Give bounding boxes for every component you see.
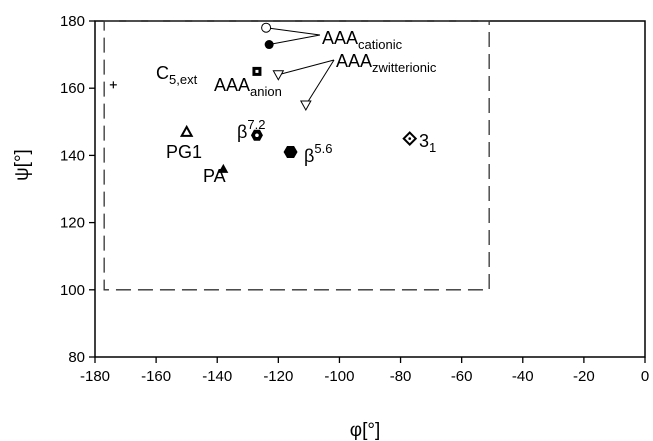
point-label-main: C bbox=[156, 63, 169, 83]
point-label-sup: 5.6 bbox=[314, 141, 332, 156]
data-point bbox=[218, 163, 229, 173]
y-tick-label: 80 bbox=[68, 349, 85, 366]
data-point bbox=[402, 131, 418, 147]
point-label: AAAanion bbox=[214, 75, 282, 99]
x-tick-label: -180 bbox=[80, 368, 110, 385]
hexagon-marker-dot bbox=[255, 133, 259, 138]
data-point bbox=[299, 100, 312, 112]
hexagon-marker bbox=[283, 146, 298, 159]
point-label: PG1 bbox=[166, 142, 202, 162]
circle-marker bbox=[264, 40, 274, 50]
point-label-sub: anion bbox=[250, 84, 282, 99]
open-circle-marker bbox=[261, 22, 272, 33]
point-label-main: β bbox=[304, 146, 314, 166]
y-tick-label: 160 bbox=[60, 80, 85, 97]
point-label-sub: cationic bbox=[358, 37, 403, 52]
x-tick-label: -120 bbox=[263, 368, 293, 385]
point-label-sub: zwitterionic bbox=[372, 60, 437, 75]
axis-ticks: -180 -160 -140 -120 -100 -80 -60 -40 -20 0 80 100 12… bbox=[60, 13, 649, 385]
data-point bbox=[252, 66, 262, 76]
point-label: C5,ext bbox=[156, 63, 198, 87]
y-tick-label: 120 bbox=[60, 215, 85, 232]
plot-area bbox=[94, 20, 646, 358]
point-label: β7.2 bbox=[237, 117, 265, 142]
x-tick-label: -140 bbox=[202, 368, 232, 385]
data-point bbox=[283, 146, 298, 159]
x-axis-label: φ[°] bbox=[350, 420, 380, 441]
point-label-sub: 1 bbox=[429, 140, 436, 155]
diamond-marker-dot bbox=[408, 137, 412, 140]
y-axis-label: ψ[°] bbox=[12, 149, 33, 181]
square-marker-dot bbox=[255, 69, 259, 73]
x-tick-label: 0 bbox=[641, 368, 649, 385]
point-label: AAAcationic bbox=[322, 28, 403, 52]
y-tick-label: 180 bbox=[60, 13, 85, 30]
data-point bbox=[264, 40, 274, 50]
point-label-main: PG1 bbox=[166, 142, 202, 162]
leader-line bbox=[278, 59, 335, 76]
x-tick-label: -60 bbox=[451, 368, 473, 385]
data-points bbox=[109, 22, 418, 173]
point-label-main: AAA bbox=[322, 28, 358, 48]
point-label-main: 3 bbox=[419, 131, 429, 151]
data-point bbox=[261, 22, 272, 33]
point-label: AAAzwitterionic bbox=[336, 51, 437, 75]
leader-line bbox=[305, 59, 335, 106]
data-point bbox=[179, 124, 194, 137]
point-label-main: AAA bbox=[336, 51, 372, 71]
open-triangle-marker bbox=[179, 124, 194, 137]
open-triangle-down-marker bbox=[272, 70, 285, 81]
point-label-sub: 5,ext bbox=[169, 72, 198, 87]
x-tick-label: -40 bbox=[512, 368, 534, 385]
leader-line bbox=[266, 27, 321, 36]
y-tick-label: 100 bbox=[60, 282, 85, 299]
data-point bbox=[272, 70, 285, 81]
point-label-main: PA bbox=[203, 166, 226, 186]
x-tick-label: -80 bbox=[390, 368, 412, 385]
y-tick-label: 140 bbox=[60, 147, 85, 164]
x-tick-label: -20 bbox=[573, 368, 595, 385]
point-label-sup: 7.2 bbox=[247, 117, 265, 132]
x-tick-label: -160 bbox=[141, 368, 171, 385]
open-triangle-down-marker bbox=[299, 100, 312, 112]
point-label: PA bbox=[203, 166, 226, 186]
point-label-main: AAA bbox=[214, 75, 250, 95]
data-point bbox=[250, 129, 263, 141]
point-label: β5.6 bbox=[304, 141, 332, 166]
x-tick-label: -100 bbox=[324, 368, 354, 385]
dashed-region bbox=[103, 20, 490, 291]
leader-line bbox=[269, 34, 321, 46]
point-label: 31 bbox=[419, 131, 436, 155]
point-labels: AAAcationicAAAzwitterionicAAAanionC5,ext… bbox=[156, 28, 437, 186]
data-point bbox=[109, 81, 117, 89]
triangle-marker bbox=[218, 163, 229, 173]
point-label-main: β bbox=[237, 122, 247, 142]
